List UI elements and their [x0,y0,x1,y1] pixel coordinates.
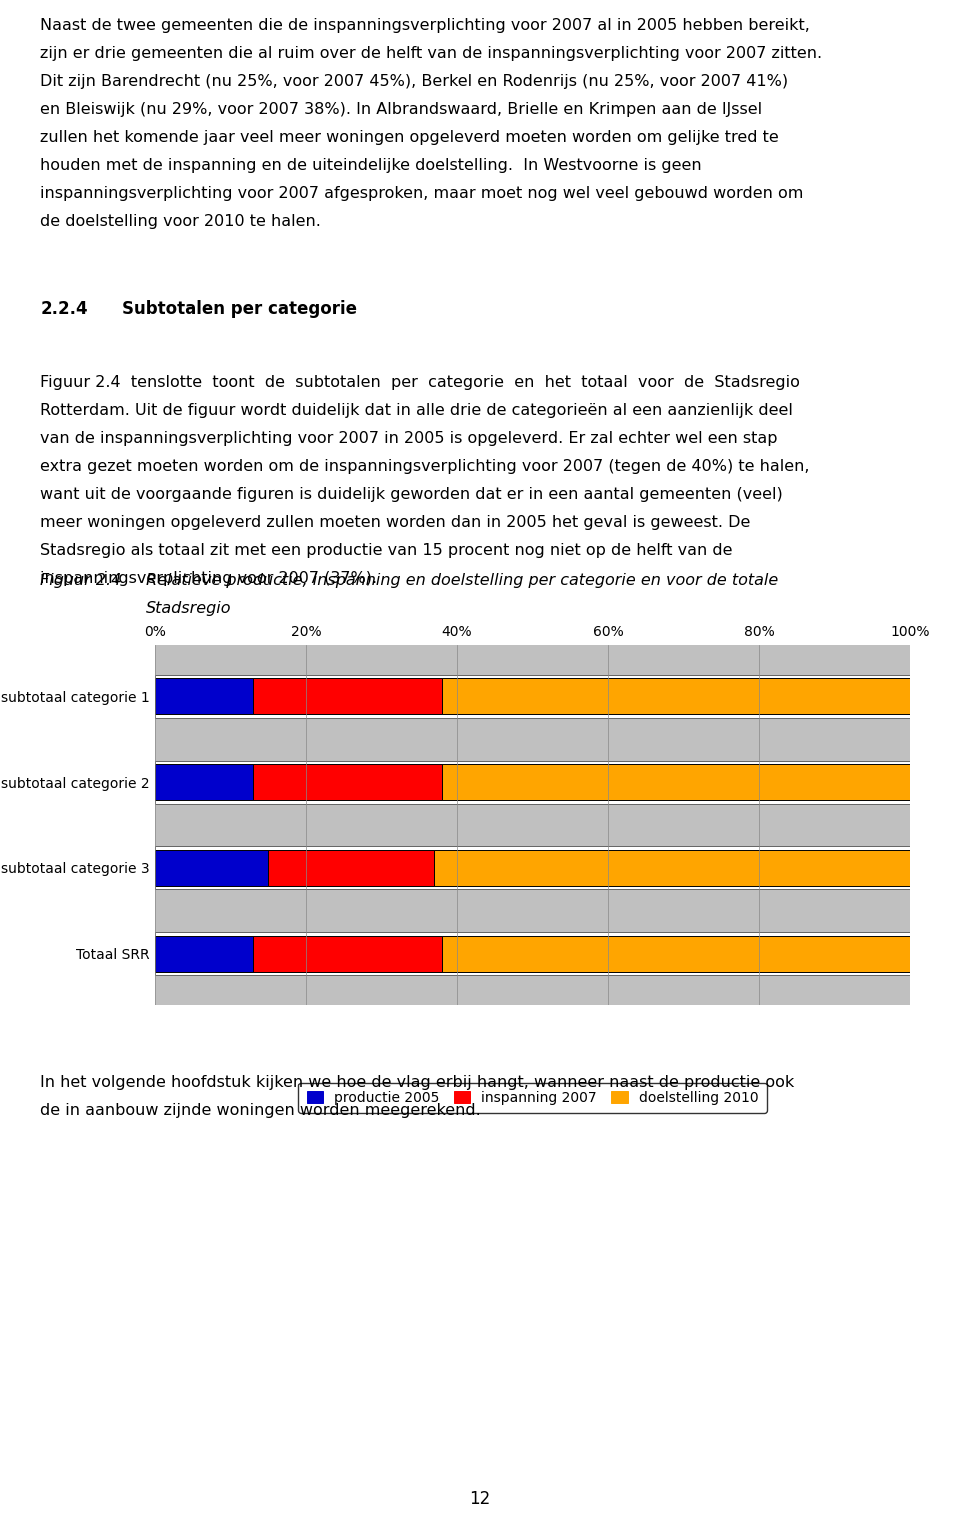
Bar [253,679,442,714]
Text: Rotterdam. Uit de figuur wordt duidelijk dat in alle drie de categorieën al een : Rotterdam. Uit de figuur wordt duidelijk… [40,403,793,418]
Bar [442,679,910,714]
Text: en Bleiswijk (nu 29%, voor 2007 38%). In Albrandswaard, Brielle en Krimpen aan d: en Bleiswijk (nu 29%, voor 2007 38%). In… [40,102,762,117]
Text: Stadsregio als totaal zit met een productie van 15 procent nog niet op de helft : Stadsregio als totaal zit met een produc… [40,543,732,558]
Bar [155,846,910,890]
Bar [155,679,253,714]
Text: 2.2.4: 2.2.4 [40,300,88,318]
Text: Naast de twee gemeenten die de inspanningsverplichting voor 2007 al in 2005 hebb: Naast de twee gemeenten die de inspannin… [40,18,810,33]
Text: Figuur 2.4  tenslotte  toont  de  subtotalen  per  categorie  en  het  totaal  v: Figuur 2.4 tenslotte toont de subtotalen… [40,374,801,390]
Text: 12: 12 [469,1490,491,1508]
Bar [253,935,442,972]
Bar [155,764,253,800]
Bar [434,850,910,885]
Text: Figuur 2.4: Figuur 2.4 [40,573,122,588]
Text: want uit de voorgaande figuren is duidelijk geworden dat er in een aantal gemeen: want uit de voorgaande figuren is duidel… [40,487,783,502]
Text: houden met de inspanning en de uiteindelijke doelstelling.  In Westvoorne is gee: houden met de inspanning en de uiteindel… [40,158,702,173]
Text: Stadsregio: Stadsregio [146,600,231,615]
Text: In het volgende hoofdstuk kijken we hoe de vlag erbij hangt, wanneer naast de pr: In het volgende hoofdstuk kijken we hoe … [40,1075,795,1090]
Bar [155,850,268,885]
Bar [442,764,910,800]
Bar [155,761,910,803]
Text: de in aanbouw zijnde woningen worden meegerekend.: de in aanbouw zijnde woningen worden mee… [40,1104,481,1117]
Text: Relatieve productie, inspanning en doelstelling per categorie en voor de totale: Relatieve productie, inspanning en doels… [146,573,779,588]
Text: Dit zijn Barendrecht (nu 25%, voor 2007 45%), Berkel en Rodenrijs (nu 25%, voor : Dit zijn Barendrecht (nu 25%, voor 2007 … [40,74,788,89]
Text: de doelstelling voor 2010 te halen.: de doelstelling voor 2010 te halen. [40,214,322,229]
Bar [155,932,910,975]
Text: van de inspanningsverplichting voor 2007 in 2005 is opgeleverd. Er zal echter we: van de inspanningsverplichting voor 2007… [40,431,778,446]
Text: zijn er drie gemeenten die al ruim over de helft van de inspanningsverplichting : zijn er drie gemeenten die al ruim over … [40,45,823,61]
Legend: productie 2005, inspanning 2007, doelstelling 2010: productie 2005, inspanning 2007, doelste… [299,1082,767,1113]
Bar [442,935,910,972]
Bar [155,675,910,719]
Bar [268,850,434,885]
Text: zullen het komende jaar veel meer woningen opgeleverd moeten worden om gelijke t: zullen het komende jaar veel meer woning… [40,130,780,146]
Text: Subtotalen per categorie: Subtotalen per categorie [122,300,357,318]
Text: meer woningen opgeleverd zullen moeten worden dan in 2005 het geval is geweest. : meer woningen opgeleverd zullen moeten w… [40,515,751,531]
Text: inspanningsverplichting voor 2007 afgesproken, maar moet nog wel veel gebouwd wo: inspanningsverplichting voor 2007 afgesp… [40,186,804,202]
Text: extra gezet moeten worden om de inspanningsverplichting voor 2007 (tegen de 40%): extra gezet moeten worden om de inspanni… [40,459,810,475]
Text: inspanningsverplichting voor 2007 (37%).: inspanningsverplichting voor 2007 (37%). [40,572,377,587]
Bar [253,764,442,800]
Bar [155,935,253,972]
